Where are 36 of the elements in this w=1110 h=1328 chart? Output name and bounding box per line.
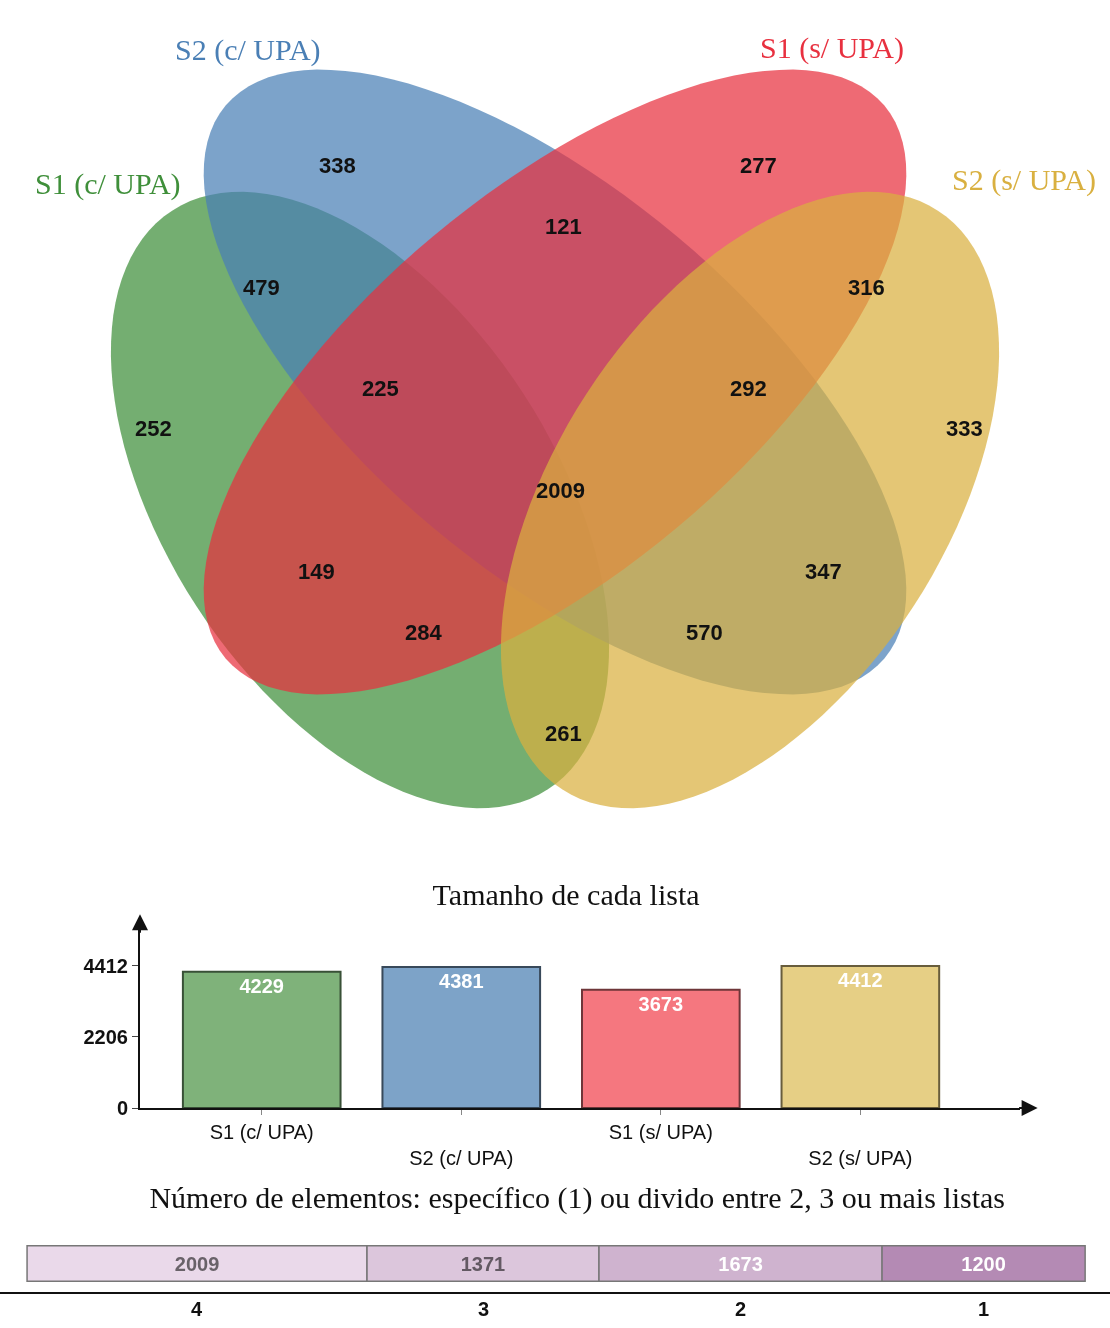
category-label: S2 (s/ UPA) [952,163,1096,197]
text: 338 [319,153,356,178]
data-label: 4229 [239,974,284,997]
category-label: S2 (c/ UPA) [175,33,321,67]
text: 347 [805,559,842,584]
data-label: 4381 [439,969,484,992]
text: 316 [848,275,885,300]
chart-title: Número de elementos: específico (1) ou divido entre 2, 3 ou mais listas [149,1181,1006,1216]
y-tick-label: 0 [116,1097,128,1119]
series-label: 4 [191,1298,203,1320]
series-label: 2 [735,1298,747,1320]
text: 261 [545,721,582,746]
text: 121 [545,214,582,239]
text: 479 [243,275,280,300]
data-label: 2009 [174,1252,220,1275]
text: 333 [946,416,983,441]
series-label: 3 [478,1298,490,1320]
data-label: 1200 [961,1252,1006,1275]
chart-title: Tamanho de cada lista [432,878,700,912]
text: 292 [730,376,767,401]
text: 225 [362,376,399,401]
series-label: 1 [978,1298,990,1320]
y-tick-label: 4412 [83,954,128,977]
text: 284 [405,620,443,645]
text: 2009 [536,478,585,503]
data-label: 1673 [718,1252,763,1275]
text: 252 [135,416,172,441]
text: 277 [740,153,777,178]
data-label: 3673 [638,992,684,1015]
text: 570 [686,620,723,645]
text: 149 [298,559,335,584]
data-label: 4412 [838,968,883,991]
data-label: 1371 [460,1252,506,1275]
y-tick-label: 2206 [83,1025,128,1048]
category-label: S1 (s/ UPA) [760,31,904,65]
category-label: S1 (c/ UPA) [35,167,181,201]
